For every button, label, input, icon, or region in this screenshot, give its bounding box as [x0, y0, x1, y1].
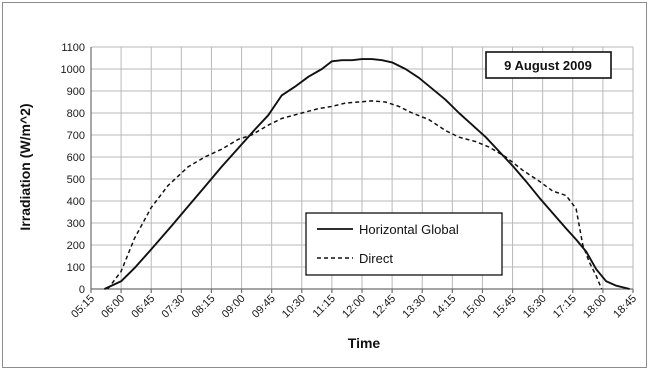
y-tick-label: 0 [79, 284, 85, 296]
date-annotation: 9 August 2009 [485, 51, 612, 79]
x-tick-label: 06:45 [129, 293, 157, 321]
x-tick-label: 15:00 [461, 293, 489, 321]
x-tick-label: 10:30 [280, 293, 308, 321]
y-tick-label: 100 [67, 262, 85, 274]
y-tick-label: 700 [67, 130, 85, 142]
y-tick-label: 400 [67, 196, 85, 208]
y-tick-labels: 0 100 200 300 400 500 600 700 800 900 1000 1100 [61, 42, 85, 296]
y-axis-label: Irradiation (W/m^2) [17, 103, 33, 230]
x-tick-label: 09:45 [250, 293, 278, 321]
chart-frame: 0 100 200 300 400 500 600 700 800 900 1000 1100 05:… [2, 2, 647, 368]
y-tick-label: 500 [67, 174, 85, 186]
x-tick-label: 14:15 [431, 293, 459, 321]
y-tick-label: 1100 [61, 42, 85, 54]
x-tick-label: 18:00 [581, 293, 609, 321]
x-tick-label: 06:00 [99, 293, 127, 321]
axes [90, 47, 634, 293]
x-tick-label: 15:45 [491, 293, 519, 321]
series-line-direct [107, 100, 603, 290]
x-tick-label: 13:30 [400, 293, 428, 321]
x-tick-labels: 05:15 06:00 06:45 07:30 08:15 09:00 09:45 10:30… [69, 293, 639, 321]
y-tick-label: 200 [67, 240, 85, 252]
y-tick-label: 600 [67, 152, 85, 164]
x-tick-label: 12:00 [340, 293, 368, 321]
y-tick-label: 300 [67, 218, 85, 230]
irradiation-chart: 0 100 200 300 400 500 600 700 800 900 1000 1100 05:… [17, 42, 639, 351]
x-tick-label: 07:30 [160, 293, 188, 321]
date-annotation-text: 9 August 2009 [504, 58, 592, 73]
x-tick-label: 18:45 [611, 293, 639, 321]
x-tick-label: 08:15 [190, 293, 218, 321]
y-tick-label: 900 [67, 86, 85, 98]
x-tick-label: 16:30 [521, 293, 549, 321]
x-tick-label: 11:15 [311, 293, 338, 320]
x-tick-label: 12:45 [370, 293, 398, 321]
series-line-horizontal-global [104, 58, 630, 290]
legend-label-horizontal-global: Horizontal Global [359, 222, 459, 237]
y-tick-label: 800 [67, 108, 85, 120]
x-tick-label: 09:00 [220, 293, 248, 321]
legend-label-direct: Direct [359, 251, 393, 266]
y-tick-label: 1000 [61, 64, 85, 76]
series-lines [104, 58, 630, 290]
legend: Horizontal Global Direct [305, 212, 503, 276]
x-tick-label: 05:15 [69, 293, 97, 321]
x-axis-label: Time [348, 335, 381, 351]
x-tick-label: 17:15 [551, 293, 579, 321]
